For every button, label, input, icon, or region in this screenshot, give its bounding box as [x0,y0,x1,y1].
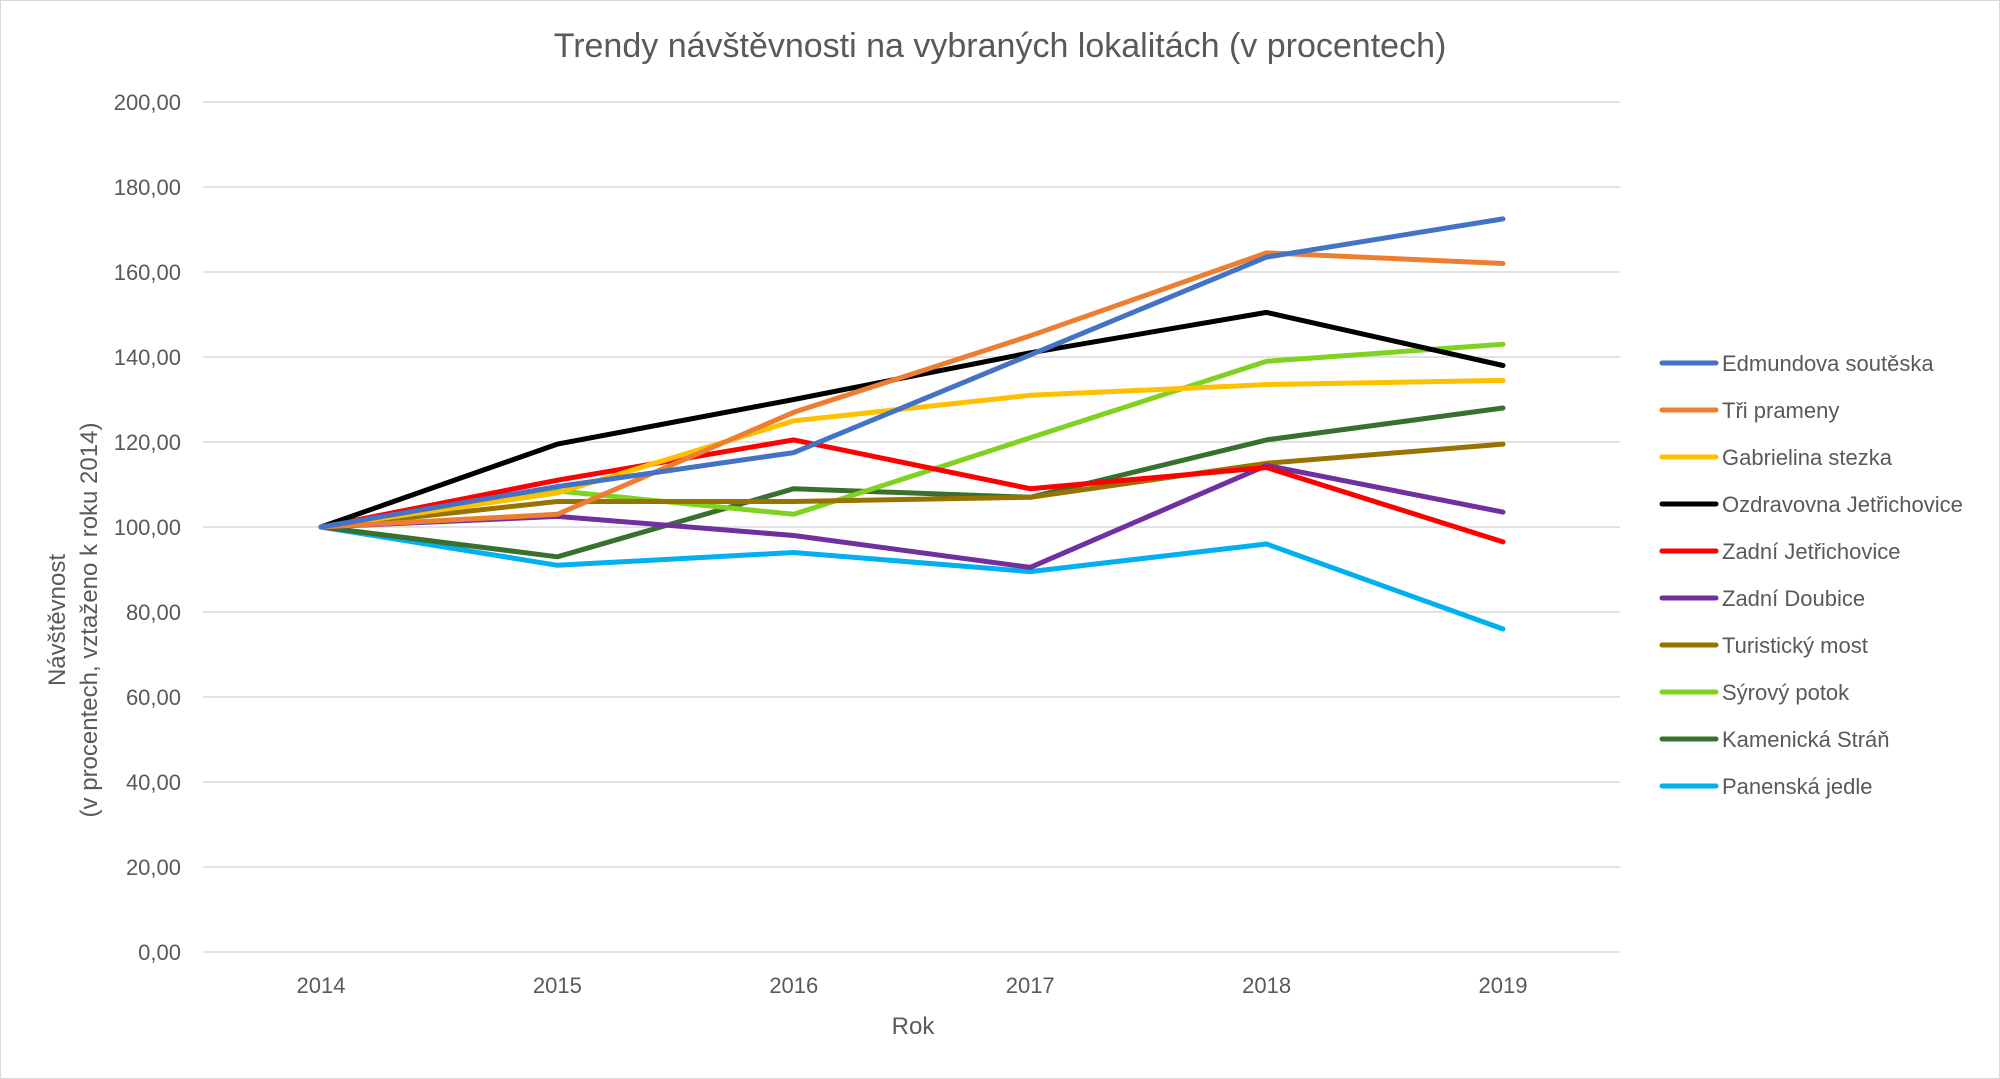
y-axis-title-line1: Návštěvnost [44,554,71,686]
legend-label: Kamenická Stráň [1722,727,1890,752]
series-line [318,250,1506,530]
legend-item: Zadní Doubice [1659,586,1865,611]
y-axis-title: Návštěvnost (v procentech, vztaženo k ro… [44,423,103,818]
legend-item: Kamenická Stráň [1659,727,1890,752]
y-tick-label: 140,00 [114,345,181,370]
y-tick-label: 200,00 [114,90,181,115]
legend-item: Edmundova soutěska [1659,351,1934,376]
gridlines [203,101,1620,953]
y-axis-tick-labels: 0,00 20,00 40,00 60,00 80,00 100,00 120,00 140,… [114,90,181,965]
legend-label: Zadní Doubice [1722,586,1865,611]
legend-item: Tři prameny [1659,398,1839,423]
y-tick-label: 80,00 [126,600,181,625]
x-tick-label: 2014 [297,973,346,998]
y-tick-label: 160,00 [114,260,181,285]
legend-label: Gabrielina stezka [1722,445,1893,470]
legend-item: Ozdravovna Jetřichovice [1659,492,1963,517]
legend-label: Panenská jedle [1722,774,1872,799]
y-tick-label: 60,00 [126,685,181,710]
y-tick-label: 100,00 [114,515,181,540]
x-tick-label: 2017 [1006,973,1055,998]
x-axis-title: Rok [892,1013,936,1040]
legend-item: Zadní Jetřichovice [1659,539,1901,564]
y-tick-label: 20,00 [126,855,181,880]
series-line [318,441,1506,530]
x-axis-tick-labels: 2014 2015 2016 2017 2018 2019 [297,973,1528,998]
series-line [318,437,1506,545]
series-line [318,524,1506,632]
legend-label: Ozdravovna Jetřichovice [1722,492,1963,517]
series-line [318,405,1506,560]
legend-item: Panenská jedle [1659,774,1872,799]
y-tick-label: 0,00 [138,940,181,965]
x-tick-label: 2016 [769,973,818,998]
legend-label: Turistický most [1722,633,1868,658]
y-tick-label: 180,00 [114,175,181,200]
legend-item: Turistický most [1659,633,1868,658]
series-line [318,377,1506,530]
legend-label: Zadní Jetřichovice [1722,539,1901,564]
legend-item: Sýrový potok [1659,680,1850,705]
series-lines [318,216,1506,632]
x-tick-label: 2018 [1242,973,1291,998]
x-tick-label: 2019 [1479,973,1528,998]
y-tick-label: 120,00 [114,430,181,455]
legend-item: Gabrielina stezka [1659,445,1893,470]
x-tick-label: 2015 [533,973,582,998]
legend-label: Sýrový potok [1722,680,1850,705]
legend: Edmundova soutěska Tři prameny Gabrielina … [1659,351,1963,799]
y-axis-title-line2: (v procentech, vztaženo k roku 2014) [76,423,103,818]
legend-label: Tři prameny [1722,398,1839,423]
series-line [318,216,1506,530]
chart-title: Trendy návštěvnosti na vybraných lokalit… [554,27,1447,65]
y-tick-label: 40,00 [126,770,181,795]
legend-label: Edmundova soutěska [1722,351,1934,376]
